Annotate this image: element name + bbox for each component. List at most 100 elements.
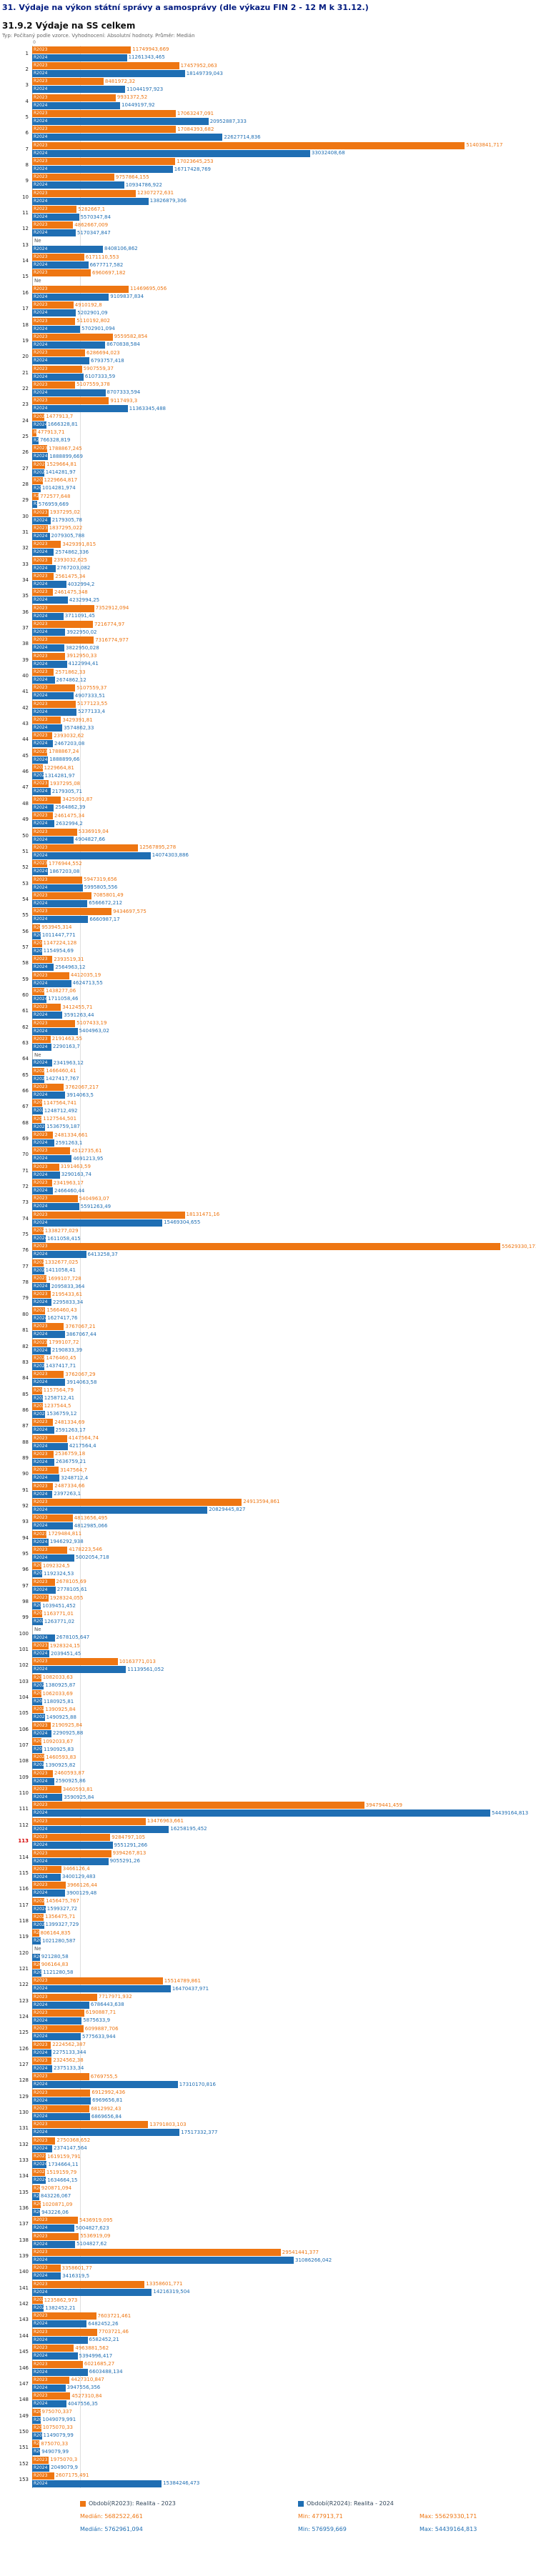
bar-r2024[interactable]: R2024 bbox=[32, 484, 41, 492]
bar-r2024[interactable]: R2024 bbox=[32, 1937, 41, 1945]
bar-r2023[interactable]: R2023 bbox=[32, 381, 76, 389]
bar-r2023[interactable]: R2023 bbox=[32, 1307, 46, 1314]
bar-r2023[interactable]: R2023 bbox=[32, 1211, 185, 1219]
bar-r2023[interactable]: R2023 bbox=[32, 1179, 52, 1187]
bar-r2023[interactable]: R2023 bbox=[32, 1849, 111, 1857]
bar-r2024[interactable]: R2024 bbox=[32, 166, 173, 174]
bar-r2023[interactable]: R2023 bbox=[32, 1993, 97, 2001]
bar-r2024[interactable]: R2024 bbox=[32, 2113, 90, 2121]
bar-r2024[interactable]: R2024 bbox=[32, 2097, 91, 2105]
bar-r2024[interactable]: R2024 bbox=[32, 70, 185, 78]
bar-r2023[interactable]: R2023 bbox=[32, 1754, 45, 1762]
bar-r2024[interactable]: R2024 bbox=[32, 1857, 109, 1865]
bar-r2024[interactable]: R2024 bbox=[32, 820, 54, 828]
bar-r2023[interactable]: R2023 bbox=[32, 812, 53, 820]
bar-r2024[interactable]: R2024 bbox=[32, 1873, 61, 1881]
bar-r2024[interactable]: R2024 bbox=[32, 1602, 41, 1610]
bar-r2024[interactable]: R2024 bbox=[32, 1953, 40, 1961]
bar-r2024[interactable]: R2024 bbox=[32, 581, 66, 589]
bar-r2023[interactable]: R2023 bbox=[32, 476, 43, 484]
bar-r2023[interactable]: R2023 bbox=[32, 972, 69, 979]
bar-r2024[interactable]: R2024 bbox=[32, 1842, 113, 1849]
bar-r2024[interactable]: R2024 bbox=[32, 1618, 43, 1626]
bar-r2023[interactable]: R2023 bbox=[32, 1067, 45, 1075]
bar-r2023[interactable]: R2023 bbox=[32, 62, 179, 70]
bar-r2023[interactable]: R2023 bbox=[32, 1275, 46, 1283]
bar-r2023[interactable]: R2023 bbox=[32, 78, 104, 86]
bar-r2023[interactable]: R2023 bbox=[32, 509, 49, 516]
bar-r2024[interactable]: R2024 bbox=[32, 1650, 49, 1658]
bar-r2024[interactable]: R2024 bbox=[32, 261, 89, 269]
bar-r2024[interactable]: R2024 bbox=[32, 2065, 52, 2072]
bar-r2023[interactable]: R2023 bbox=[32, 2073, 89, 2081]
bar-r2023[interactable]: R2023 bbox=[32, 2009, 84, 2017]
bar-r2023[interactable]: R2023 bbox=[32, 1419, 54, 1427]
bar-r2024[interactable]: R2024 bbox=[32, 852, 151, 859]
bar-r2024[interactable]: R2024 bbox=[32, 1235, 46, 1243]
bar-r2023[interactable]: R2023 bbox=[32, 2265, 61, 2272]
bar-r2023[interactable]: R2023 bbox=[32, 1084, 64, 1092]
bar-r2024[interactable]: R2024 bbox=[32, 357, 89, 365]
bar-r2023[interactable]: R2023 bbox=[32, 524, 48, 532]
bar-r2024[interactable]: R2024 bbox=[32, 149, 310, 157]
bar-r2023[interactable]: R2023 bbox=[32, 461, 45, 469]
bar-r2024[interactable]: R2024 bbox=[32, 1762, 44, 1769]
bar-r2023[interactable]: R2023 bbox=[32, 2280, 145, 2288]
bar-r2023[interactable]: R2023 bbox=[32, 1004, 61, 1012]
bar-r2023[interactable]: R2023 bbox=[32, 844, 138, 852]
bar-r2023[interactable]: R2023 bbox=[32, 301, 74, 309]
bar-r2024[interactable]: R2024 bbox=[32, 2145, 52, 2152]
bar-r2024[interactable]: R2024 bbox=[32, 469, 44, 476]
bar-r2024[interactable]: R2024 bbox=[32, 54, 127, 61]
bar-r2023[interactable]: R2023 bbox=[32, 1610, 42, 1618]
bar-r2024[interactable]: R2024 bbox=[32, 1012, 63, 1019]
bar-r2023[interactable]: R2023 bbox=[32, 2137, 56, 2145]
bar-r2023[interactable]: R2023 bbox=[32, 1722, 51, 1729]
bar-r2023[interactable]: R2023 bbox=[32, 1227, 44, 1235]
bar-r2024[interactable]: R2024 bbox=[32, 1921, 44, 1929]
bar-r2024[interactable]: R2024 bbox=[32, 341, 106, 349]
bar-r2023[interactable]: R2023 bbox=[32, 2153, 46, 2161]
bar-r2023[interactable]: R2023 bbox=[32, 1769, 53, 1777]
bar-r2023[interactable]: R2023 bbox=[32, 429, 36, 436]
bar-r2024[interactable]: R2024 bbox=[32, 1394, 43, 1402]
bar-r2023[interactable]: R2023 bbox=[32, 1019, 76, 1027]
bar-r2024[interactable]: R2024 bbox=[32, 2384, 66, 2392]
bar-r2024[interactable]: R2024 bbox=[32, 2001, 89, 2009]
bar-r2023[interactable]: R2023 bbox=[32, 1802, 364, 1809]
bar-r2023[interactable]: R2023 bbox=[32, 556, 53, 564]
bar-r2023[interactable]: R2023 bbox=[32, 189, 136, 197]
bar-r2024[interactable]: R2024 bbox=[32, 373, 84, 381]
bar-r2024[interactable]: R2024 bbox=[32, 2272, 61, 2280]
bar-r2024[interactable]: R2024 bbox=[32, 245, 103, 253]
bar-r2023[interactable]: R2023 bbox=[32, 2440, 40, 2448]
bar-r2023[interactable]: R2023 bbox=[32, 828, 77, 836]
bar-r2023[interactable]: R2023 bbox=[32, 1913, 44, 1921]
bar-r2023[interactable]: R2023 bbox=[32, 285, 129, 293]
bar-r2023[interactable]: R2023 bbox=[32, 956, 53, 964]
bar-r2023[interactable]: R2023 bbox=[32, 2408, 41, 2416]
bar-r2024[interactable]: R2024 bbox=[32, 2017, 82, 2025]
bar-r2024[interactable]: R2024 bbox=[32, 1075, 44, 1083]
bar-r2024[interactable]: R2024 bbox=[32, 2257, 294, 2265]
bar-r2023[interactable]: R2023 bbox=[32, 876, 82, 884]
bar-r2024[interactable]: R2024 bbox=[32, 516, 51, 524]
bar-r2023[interactable]: R2023 bbox=[32, 717, 61, 724]
bar-r2024[interactable]: R2024 bbox=[32, 1889, 65, 1897]
bar-r2024[interactable]: R2024 bbox=[32, 932, 41, 939]
bar-r2023[interactable]: R2023 bbox=[32, 2392, 71, 2400]
bar-r2024[interactable]: R2024 bbox=[32, 899, 88, 907]
bar-r2023[interactable]: R2023 bbox=[32, 2121, 149, 2129]
bar-r2023[interactable]: R2023 bbox=[32, 2297, 43, 2305]
bar-r2024[interactable]: R2024 bbox=[32, 1347, 51, 1354]
bar-r2023[interactable]: R2023 bbox=[32, 2345, 74, 2352]
bar-r2023[interactable]: R2023 bbox=[32, 700, 76, 708]
bar-r2024[interactable]: R2024 bbox=[32, 995, 47, 1003]
bar-r2024[interactable]: R2024 bbox=[32, 1522, 73, 1530]
bar-r2023[interactable]: R2023 bbox=[32, 2456, 49, 2464]
bar-r2024[interactable]: R2024 bbox=[32, 868, 48, 876]
bar-r2024[interactable]: R2024 bbox=[32, 2305, 44, 2312]
bar-r2023[interactable]: R2023 bbox=[32, 1578, 55, 1586]
bar-r2023[interactable]: R2023 bbox=[32, 269, 91, 277]
bar-r2023[interactable]: R2023 bbox=[32, 2376, 70, 2384]
